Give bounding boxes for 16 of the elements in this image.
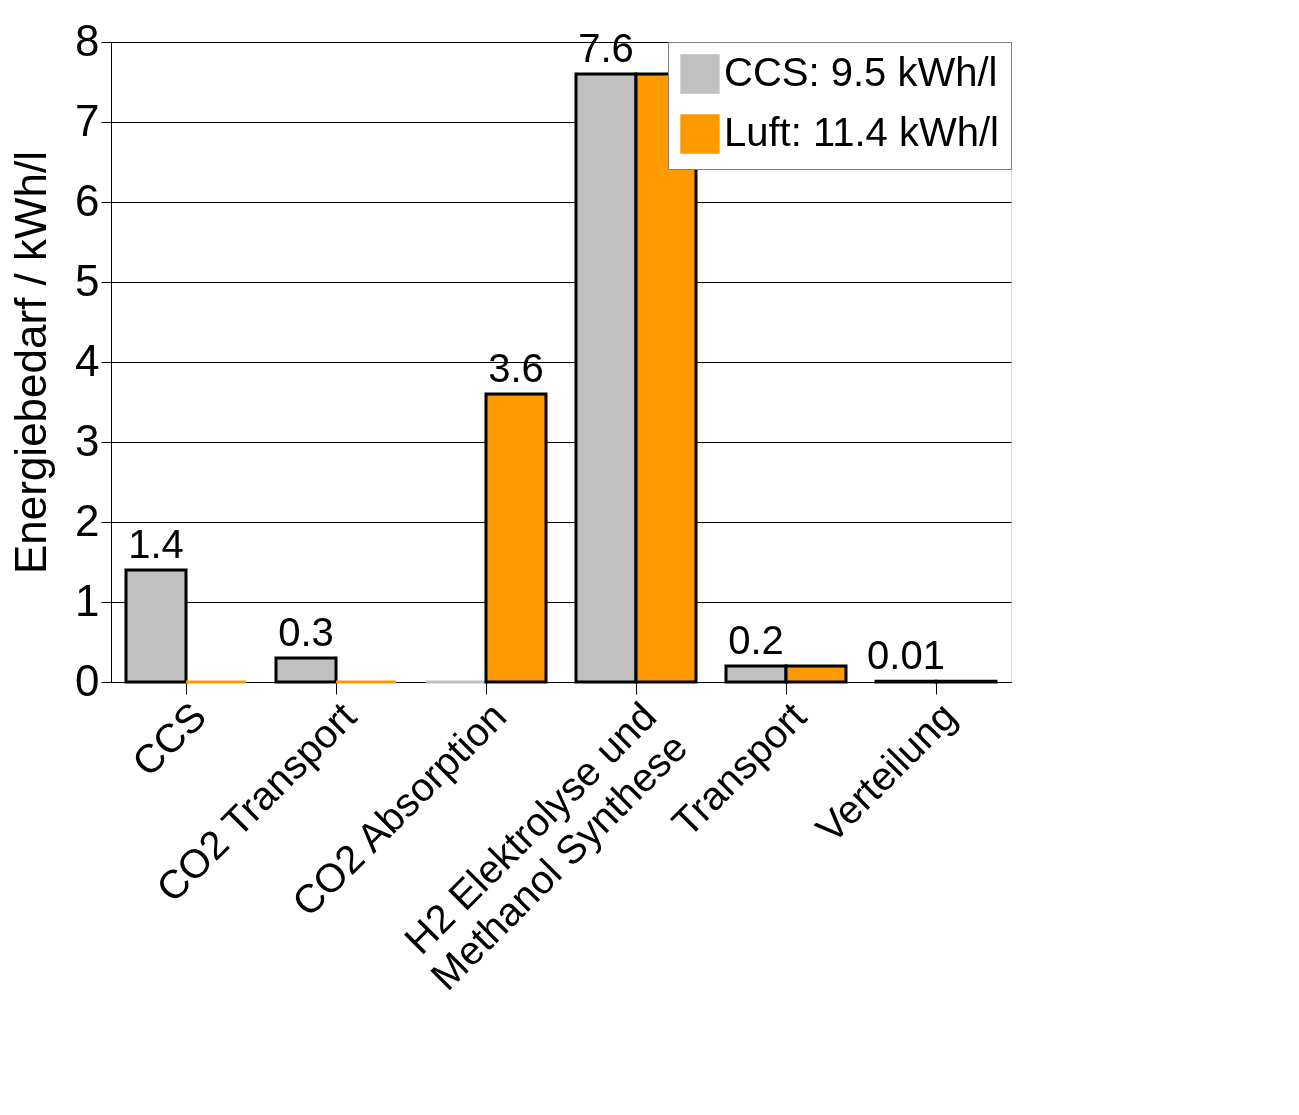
data-label: 1.4 [128,522,184,566]
y-tick-label: 1 [75,575,100,625]
y-axis-title: Energiebedarf / kWh/l [6,150,56,575]
legend-label: CCS: 9.5 kWh/l [724,50,998,94]
y-tick-label: 3 [75,415,100,465]
y-tick-label: 8 [75,15,100,65]
y-tick-label: 0 [75,655,100,705]
y-tick-label: 7 [75,95,100,145]
legend-label: Luft: 11.4 kWh/l [724,110,999,154]
data-label: 0.3 [278,610,334,654]
data-label: 0.01 [867,633,945,678]
y-tick-label: 6 [75,175,100,225]
data-label: 0.2 [728,618,784,662]
y-tick-label: 2 [75,495,100,545]
y-tick-label: 5 [75,255,100,305]
y-tick-label: 4 [75,335,100,385]
